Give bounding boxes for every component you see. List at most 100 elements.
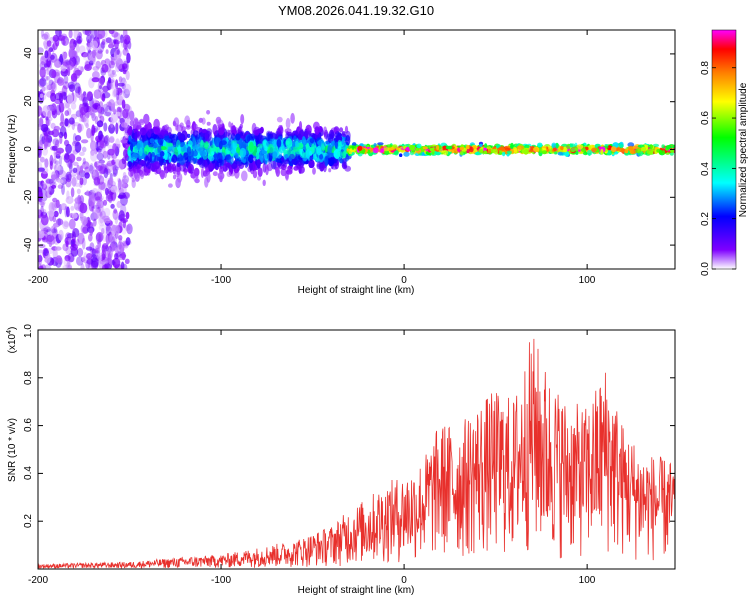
spectrogram-cell bbox=[57, 184, 64, 189]
spectrogram-cell bbox=[53, 125, 61, 132]
spectrogram-cell bbox=[278, 126, 284, 135]
colorbar-tick-label: 0.6 bbox=[700, 111, 711, 125]
spectrogram-cell bbox=[123, 191, 131, 199]
spectrogram-cell bbox=[143, 146, 150, 155]
spectrogram-cell bbox=[43, 249, 49, 257]
spectrogram-cell bbox=[656, 149, 661, 153]
spectrogram-cell bbox=[251, 161, 256, 171]
spectrogram-cell bbox=[93, 208, 100, 220]
spectrogram-cell bbox=[91, 49, 97, 59]
spectrogram-cell bbox=[236, 146, 241, 154]
spectrogram-cell bbox=[76, 35, 83, 45]
spectrogram-cell bbox=[665, 145, 672, 150]
spectrogram-cell bbox=[96, 175, 105, 185]
spectrogram-cell bbox=[92, 188, 98, 194]
spectrogram-cell bbox=[99, 141, 105, 149]
spectrogram-cell bbox=[290, 112, 295, 124]
spectrogram-cell bbox=[159, 146, 167, 151]
spectrogram-cell bbox=[104, 58, 111, 64]
spectrogram-cell bbox=[208, 162, 214, 172]
spectrogram-cell bbox=[134, 131, 138, 142]
spectrogram-cell bbox=[99, 42, 105, 53]
spectrogram-cell bbox=[48, 178, 56, 185]
spectrogram-cell bbox=[96, 200, 101, 206]
spectrogram-cell bbox=[109, 41, 114, 48]
spectrogram-cell bbox=[239, 147, 247, 158]
spectrogram-cell bbox=[52, 215, 57, 223]
spectrogram-cell bbox=[54, 160, 60, 166]
spectrogram-cell bbox=[67, 159, 73, 170]
spectrogram-cell bbox=[341, 131, 346, 136]
spectrogram-cell bbox=[68, 48, 75, 59]
spectrogram-cell bbox=[39, 93, 44, 99]
spectrogram-cell bbox=[89, 163, 94, 175]
spectrogram-cell bbox=[267, 143, 274, 154]
spectrogram-cell bbox=[587, 149, 593, 156]
spectrogram-cell bbox=[69, 255, 75, 263]
spectrogram-cell bbox=[66, 93, 74, 105]
spectrogram-cell bbox=[226, 140, 234, 151]
spectrogram-cell bbox=[46, 68, 50, 76]
spectrogram-cell bbox=[103, 111, 112, 117]
spectrogram-cell bbox=[399, 153, 403, 157]
spectrogram-cell bbox=[188, 164, 195, 174]
spectrogram-cell bbox=[108, 60, 115, 69]
spectrogram-cell bbox=[394, 150, 399, 155]
spectrogram-cell bbox=[266, 132, 271, 142]
spectrogram-cell bbox=[51, 43, 55, 53]
spectrogram-cell bbox=[40, 189, 48, 202]
spectrogram-cell bbox=[227, 132, 233, 141]
spectrogram-cell bbox=[49, 181, 57, 188]
spectrogram-cell bbox=[38, 209, 43, 218]
spectrogram-cell bbox=[68, 30, 73, 39]
spectrogram-cell bbox=[112, 86, 118, 95]
spectrogram-cell bbox=[103, 135, 109, 145]
spectrogram-cell bbox=[103, 167, 109, 179]
spectrogram-cell bbox=[120, 203, 127, 216]
spectrogram-cell bbox=[82, 96, 88, 107]
spectrogram-cell bbox=[187, 133, 191, 138]
spectrogram-cell bbox=[172, 174, 177, 180]
spectrogram-cell bbox=[271, 138, 276, 144]
spectrogram-cell bbox=[199, 150, 206, 157]
spectrogram-cell bbox=[42, 209, 47, 216]
spectrogram-cell bbox=[104, 187, 109, 196]
spectrogram-cell bbox=[228, 121, 232, 128]
spectrogram-cell bbox=[89, 248, 97, 254]
spectrogram-cell bbox=[124, 36, 130, 45]
spectrogram-cell bbox=[115, 90, 120, 101]
spectrogram-cell bbox=[68, 117, 75, 125]
spectrogram-cell bbox=[77, 123, 82, 133]
spectrogram-cell bbox=[86, 91, 93, 102]
spectrogram-cell bbox=[225, 154, 231, 161]
spectrogram-cell bbox=[409, 144, 416, 151]
spectrogram-cell bbox=[422, 146, 428, 150]
spectrogram-cell bbox=[39, 117, 44, 127]
spectrogram-cell bbox=[62, 39, 66, 45]
spectrogram-cell bbox=[89, 107, 93, 116]
spectrogram-cell bbox=[191, 141, 197, 150]
bottom-xtick-label: 100 bbox=[579, 575, 596, 586]
spectrogram-cell bbox=[123, 83, 132, 95]
spectrogram-cell bbox=[94, 161, 98, 168]
spectrogram-cell bbox=[484, 143, 488, 149]
spectrogram-cell bbox=[560, 146, 564, 151]
spectrogram-cell bbox=[38, 243, 46, 249]
spectrogram-cell bbox=[339, 158, 344, 164]
spectrogram-cell bbox=[46, 186, 50, 198]
spectrogram-cell bbox=[122, 263, 128, 269]
spectrogram-cell bbox=[65, 262, 72, 269]
spectrogram-cell bbox=[81, 146, 87, 153]
spectrogram-cell bbox=[72, 167, 78, 173]
spectrogram-cell bbox=[256, 159, 261, 169]
spectrogram-cell bbox=[164, 131, 169, 136]
spectrogram-cell bbox=[64, 139, 70, 147]
spectrogram-cell bbox=[97, 30, 106, 39]
spectrogram-cell bbox=[79, 177, 84, 186]
spectrogram-cell bbox=[70, 205, 75, 211]
spectrogram-cell bbox=[99, 85, 102, 90]
spectrogram-cell bbox=[76, 238, 80, 247]
spectrogram-cell bbox=[57, 218, 62, 226]
spectrogram-cell bbox=[70, 73, 78, 82]
spectrogram-cell bbox=[65, 178, 72, 188]
